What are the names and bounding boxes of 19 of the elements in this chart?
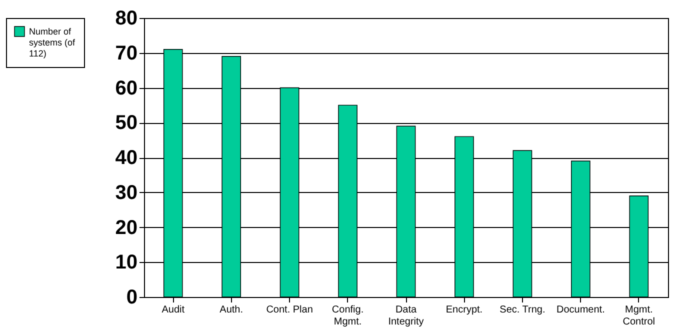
x-tick-label: Cont. Plan [266, 304, 313, 316]
x-tick-label: Sec. Trng. [500, 304, 546, 316]
y-tick-label: 0 [126, 286, 138, 308]
x-tick-label: Document. [556, 304, 605, 316]
y-tick-label: 70 [115, 42, 138, 64]
y-tick-label: 10 [115, 252, 138, 274]
legend-label: Number of systems (of 112) [29, 26, 76, 58]
x-tick-label: Audit [162, 304, 185, 316]
x-tick-label: Config. Mgmt. [332, 304, 364, 328]
x-tick-label: Encrypt. [446, 304, 483, 316]
y-tick-label: 30 [115, 182, 138, 204]
y-tick-label: 20 [115, 216, 138, 239]
x-tick-label: Mgmt. Control [622, 304, 656, 328]
y-tick-label: 80 [115, 8, 138, 30]
y-tick-label: 60 [115, 77, 138, 100]
x-tick-label: Data Integrity [388, 304, 424, 328]
y-tick-label: 50 [115, 112, 138, 134]
x-tick-label: Auth. [220, 304, 244, 316]
y-tick-label: 40 [115, 147, 138, 169]
